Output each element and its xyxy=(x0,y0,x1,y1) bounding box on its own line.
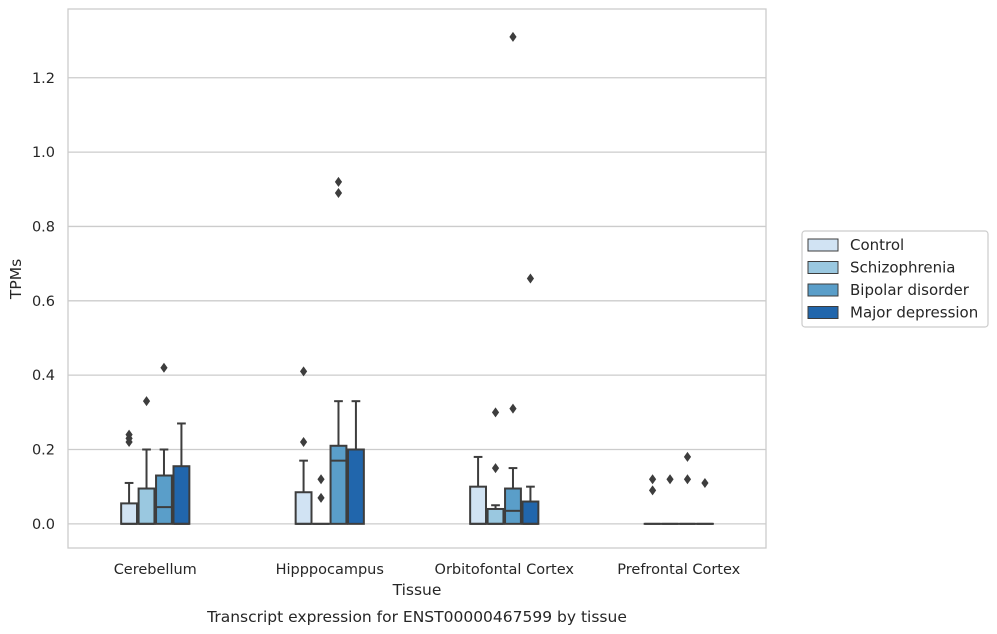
boxes xyxy=(120,31,714,525)
outlier-point xyxy=(683,451,692,462)
outlier-point xyxy=(142,396,151,407)
box-rect xyxy=(486,507,505,525)
x-tick-label: Cerebellum xyxy=(114,562,197,578)
box-control-1 xyxy=(294,366,313,525)
box-schizophrenia-1 xyxy=(312,474,330,525)
x-tick-label: Orbitofontal Cortex xyxy=(435,562,575,578)
y-tick-label: 0.8 xyxy=(32,219,55,235)
outlier-point xyxy=(666,474,674,485)
box-rect xyxy=(469,485,487,525)
outlier-point xyxy=(683,474,692,485)
gridlines xyxy=(68,77,766,525)
outlier-point xyxy=(125,429,133,440)
box-schizophrenia-0 xyxy=(137,396,156,525)
box-major-depression-2 xyxy=(521,273,540,525)
y-tick-label: 0.0 xyxy=(32,517,55,533)
box-rect xyxy=(155,474,173,525)
legend-swatch xyxy=(807,261,839,274)
box-major-depression-3 xyxy=(696,477,714,525)
outlier-point xyxy=(317,474,325,485)
outlier-point xyxy=(491,463,500,474)
box-rect xyxy=(329,444,348,525)
outlier-point xyxy=(491,407,500,418)
outlier-point xyxy=(509,403,517,414)
box-control-2 xyxy=(469,455,487,525)
chart-caption: Transcript expression for ENST0000046759… xyxy=(206,608,627,626)
outlier-point xyxy=(526,273,535,284)
y-tick-labels: 0.0 0.2 0.4 0.6 0.8 1.0 1.2 xyxy=(32,71,55,533)
box-rect xyxy=(137,487,156,525)
legend-label: Major depression xyxy=(850,304,978,322)
box-bipolar-disorder-2 xyxy=(504,31,522,525)
legend-label: Schizophrenia xyxy=(850,259,955,277)
box-control-3 xyxy=(643,474,662,525)
y-tick-label: 0.2 xyxy=(32,442,55,458)
x-tick-label: Prefrontal Cortex xyxy=(617,562,740,578)
box-schizophrenia-3 xyxy=(661,474,679,525)
plot-area-frame xyxy=(67,8,767,549)
box-major-depression-1 xyxy=(347,400,365,525)
legend-swatch xyxy=(807,306,839,319)
box-rect xyxy=(504,487,522,525)
y-tick-label: 1.2 xyxy=(32,71,55,87)
outlier-point xyxy=(160,362,168,373)
box-rect xyxy=(521,500,540,525)
box-control-0 xyxy=(120,429,139,525)
outlier-point xyxy=(648,485,657,496)
x-tick-labels: Cerebellum Hipppocampus Orbitofontal Corte… xyxy=(114,562,741,578)
y-tick-label: 1.0 xyxy=(32,145,55,161)
legend: Control Schizophrenia Bipolar disorder Majo… xyxy=(801,230,989,328)
outlier-point xyxy=(299,366,308,377)
y-axis-title: TPMs xyxy=(7,259,25,300)
legend-frame xyxy=(801,230,989,328)
outlier-point xyxy=(648,474,657,485)
outlier-point xyxy=(317,492,325,503)
y-tick-label: 0.6 xyxy=(32,294,55,310)
legend-label: Control xyxy=(850,236,904,254)
outlier-point xyxy=(334,188,343,199)
box-bipolar-disorder-0 xyxy=(155,362,173,525)
box-major-depression-0 xyxy=(172,422,191,525)
legend-label: Bipolar disorder xyxy=(850,281,970,299)
box-rect xyxy=(172,465,191,525)
x-tick-label: Hipppocampus xyxy=(276,562,384,578)
legend-swatch xyxy=(807,283,839,297)
outlier-point xyxy=(701,477,709,488)
box-bipolar-disorder-1 xyxy=(329,176,348,525)
box-rect xyxy=(347,448,365,525)
box-rect xyxy=(294,491,313,525)
x-axis-title: Tissue xyxy=(392,581,442,599)
outlier-point xyxy=(299,437,308,448)
outlier-point xyxy=(334,176,343,187)
outlier-point xyxy=(509,31,517,42)
box-schizophrenia-2 xyxy=(486,407,505,525)
box-bipolar-disorder-3 xyxy=(678,451,697,525)
y-tick-label: 0.4 xyxy=(32,368,55,384)
legend-swatch xyxy=(807,238,839,252)
box-rect xyxy=(120,502,139,525)
